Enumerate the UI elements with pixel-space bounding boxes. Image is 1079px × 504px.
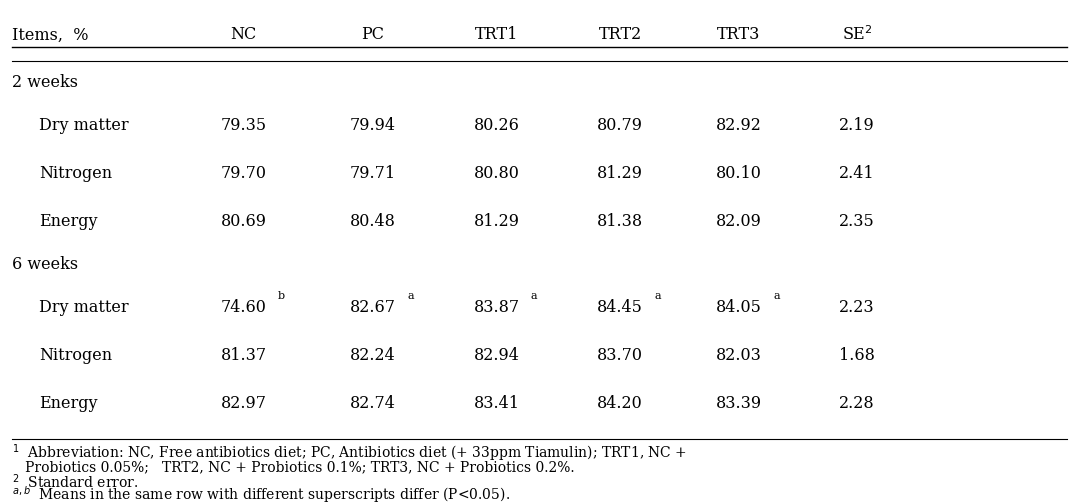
Text: 79.94: 79.94	[350, 117, 396, 134]
Text: 79.35: 79.35	[220, 117, 267, 134]
Text: $^2$  Standard error.: $^2$ Standard error.	[12, 473, 138, 491]
Text: 84.45: 84.45	[598, 299, 643, 316]
Text: TRT2: TRT2	[599, 26, 642, 43]
Text: 82.92: 82.92	[715, 117, 762, 134]
Text: 81.29: 81.29	[597, 165, 643, 182]
Text: Probiotics 0.05%;   TRT2, NC + Probiotics 0.1%; TRT3, NC + Probiotics 0.2%.: Probiotics 0.05%; TRT2, NC + Probiotics …	[12, 461, 575, 475]
Text: Energy: Energy	[39, 395, 97, 412]
Text: 2.23: 2.23	[839, 299, 875, 316]
Text: $^{a,b}$  Means in the same row with different superscripts differ (P<0.05).: $^{a,b}$ Means in the same row with diff…	[12, 485, 510, 504]
Text: 83.70: 83.70	[597, 347, 643, 364]
Text: b: b	[278, 291, 285, 300]
Text: 2.19: 2.19	[839, 117, 875, 134]
Text: 81.37: 81.37	[220, 347, 267, 364]
Text: 82.74: 82.74	[350, 395, 396, 412]
Text: 80.79: 80.79	[597, 117, 643, 134]
Text: NC: NC	[231, 26, 257, 43]
Text: TRT1: TRT1	[475, 26, 518, 43]
Text: 2.41: 2.41	[839, 165, 875, 182]
Text: 81.29: 81.29	[474, 213, 519, 230]
Text: 83.39: 83.39	[715, 395, 762, 412]
Text: 83.87: 83.87	[474, 299, 519, 316]
Text: 83.41: 83.41	[474, 395, 519, 412]
Text: 2 weeks: 2 weeks	[12, 74, 78, 91]
Text: 82.94: 82.94	[474, 347, 519, 364]
Text: 84.20: 84.20	[598, 395, 643, 412]
Text: 80.69: 80.69	[220, 213, 267, 230]
Text: 82.67: 82.67	[350, 299, 396, 316]
Text: 82.24: 82.24	[350, 347, 396, 364]
Text: 81.38: 81.38	[597, 213, 643, 230]
Text: SE$^2$: SE$^2$	[842, 26, 872, 44]
Text: 1.68: 1.68	[839, 347, 875, 364]
Text: Energy: Energy	[39, 213, 97, 230]
Text: TRT3: TRT3	[716, 26, 761, 43]
Text: a: a	[407, 291, 413, 300]
Text: Nitrogen: Nitrogen	[39, 347, 112, 364]
Text: Dry matter: Dry matter	[39, 117, 128, 134]
Text: Nitrogen: Nitrogen	[39, 165, 112, 182]
Text: PC: PC	[361, 26, 384, 43]
Text: 80.48: 80.48	[350, 213, 396, 230]
Text: a: a	[531, 291, 537, 300]
Text: 82.09: 82.09	[715, 213, 762, 230]
Text: 82.03: 82.03	[715, 347, 762, 364]
Text: 74.60: 74.60	[220, 299, 267, 316]
Text: a: a	[773, 291, 780, 300]
Text: 80.10: 80.10	[715, 165, 762, 182]
Text: 82.97: 82.97	[220, 395, 267, 412]
Text: Dry matter: Dry matter	[39, 299, 128, 316]
Text: $^1$  Abbreviation: NC, Free antibiotics diet; PC, Antibiotics diet (+ 33ppm Tia: $^1$ Abbreviation: NC, Free antibiotics …	[12, 443, 687, 464]
Text: 80.80: 80.80	[474, 165, 519, 182]
Text: 6 weeks: 6 weeks	[12, 256, 79, 273]
Text: Items,  %: Items, %	[12, 26, 88, 43]
Text: 79.70: 79.70	[220, 165, 267, 182]
Text: a: a	[655, 291, 661, 300]
Text: 80.26: 80.26	[474, 117, 519, 134]
Text: 84.05: 84.05	[715, 299, 762, 316]
Text: 2.35: 2.35	[839, 213, 875, 230]
Text: 79.71: 79.71	[350, 165, 396, 182]
Text: 2.28: 2.28	[839, 395, 875, 412]
